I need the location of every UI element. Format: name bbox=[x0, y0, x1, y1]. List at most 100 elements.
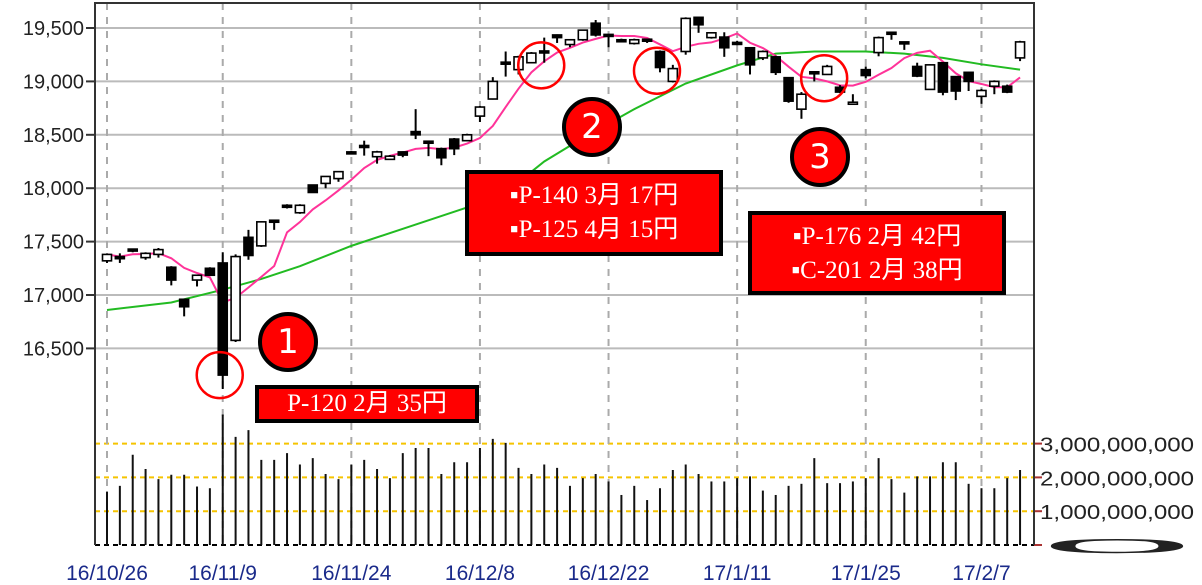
annotation-circle bbox=[516, 41, 566, 90]
candle-down bbox=[127, 248, 139, 252]
annotation-box-3: ▪P-176 2月 42円 ▪C-201 2月 38円 bbox=[748, 211, 1006, 295]
candle-down bbox=[603, 33, 614, 38]
price-tick-label: 19,500 bbox=[23, 18, 84, 40]
volume-tick-label: 2,000,000,000 bbox=[1040, 468, 1194, 490]
candle-down bbox=[744, 46, 756, 66]
volume-bars bbox=[106, 414, 1022, 545]
candle-down bbox=[911, 65, 923, 77]
annotation-marker-3: 3 bbox=[790, 127, 850, 187]
candle-down bbox=[860, 68, 872, 77]
candle-up bbox=[140, 252, 151, 259]
candle-up bbox=[757, 50, 769, 59]
date-tick-label: 16/11/24 bbox=[311, 562, 392, 585]
price-tick-label: 19,000 bbox=[23, 71, 84, 93]
candle-up bbox=[989, 80, 1000, 88]
candle-down bbox=[500, 61, 511, 65]
annotation-text: P-120 2月 35円 bbox=[287, 390, 447, 417]
candle-up bbox=[667, 67, 679, 83]
candle-up bbox=[564, 38, 576, 46]
candle-down bbox=[693, 16, 704, 26]
candle-up bbox=[821, 65, 833, 76]
candle-down bbox=[590, 22, 601, 36]
date-tick-label: 16/11/9 bbox=[188, 562, 257, 585]
candle-up bbox=[577, 29, 589, 41]
candle-up bbox=[628, 38, 640, 45]
candle-down bbox=[886, 31, 897, 36]
candle-up bbox=[873, 36, 884, 54]
candle-down bbox=[178, 298, 190, 308]
candle-down bbox=[538, 50, 550, 54]
candle-up bbox=[371, 151, 383, 158]
candle-up bbox=[191, 274, 203, 281]
candle-up bbox=[847, 101, 859, 106]
volume-tick-label: 3,000,000,000 bbox=[1040, 435, 1194, 457]
candle-down bbox=[783, 76, 794, 102]
candle-down bbox=[243, 236, 254, 257]
candle-up bbox=[256, 221, 267, 247]
candle-down bbox=[307, 184, 319, 194]
candle-down bbox=[808, 70, 820, 75]
date-tick-label: 17/1/11 bbox=[703, 562, 772, 585]
price-tick-label: 17,500 bbox=[23, 232, 84, 254]
price-tick-label: 18,500 bbox=[23, 125, 84, 147]
annotation-circle bbox=[632, 46, 682, 95]
date-tick-label: 17/2/7 bbox=[952, 562, 1010, 585]
candle-down bbox=[963, 71, 974, 83]
candle-down bbox=[281, 204, 293, 209]
candle-down bbox=[1001, 85, 1013, 93]
volume-tick-label: 1,000,000,000 bbox=[1040, 502, 1194, 524]
candle-down bbox=[166, 266, 177, 281]
annotation-text: ▪P-125 4月 15円 bbox=[509, 216, 679, 243]
candle-down bbox=[448, 138, 460, 150]
candle-up bbox=[706, 32, 717, 39]
candle-up bbox=[526, 52, 537, 64]
annotation-text: ▪P-176 2月 42円 bbox=[792, 223, 962, 250]
plot-frame bbox=[94, 2, 1035, 545]
date-tick-label: 17/1/25 bbox=[831, 562, 901, 585]
annotation-circle bbox=[195, 350, 244, 400]
candle-down bbox=[551, 34, 563, 39]
candle-down bbox=[899, 41, 910, 45]
candle-down bbox=[358, 144, 370, 149]
annotation-marker-2: 2 bbox=[562, 97, 622, 157]
date-tick-label: 16/12/22 bbox=[568, 562, 650, 585]
candle-up bbox=[680, 17, 692, 53]
candle-down bbox=[436, 147, 447, 159]
price-tick-label: 17,000 bbox=[23, 285, 84, 307]
candle-down bbox=[937, 61, 949, 93]
candle-up bbox=[474, 106, 486, 117]
candle-down bbox=[397, 151, 409, 156]
candle-down bbox=[423, 140, 434, 145]
candle-up bbox=[1014, 41, 1026, 59]
candle-up bbox=[487, 80, 499, 100]
volume-tick-label: 0 bbox=[1040, 536, 1194, 558]
candle-down bbox=[268, 219, 280, 224]
candle-down bbox=[641, 38, 653, 43]
candle-up bbox=[153, 248, 164, 256]
candle-up bbox=[230, 255, 241, 342]
candle-down bbox=[410, 130, 421, 136]
candle-down bbox=[217, 262, 229, 376]
candle-up bbox=[320, 175, 331, 185]
candle-down bbox=[204, 267, 216, 277]
annotation-circle bbox=[799, 53, 849, 103]
candle-up bbox=[976, 89, 987, 98]
candle-down bbox=[731, 41, 743, 46]
candle-down bbox=[950, 75, 962, 92]
annotation-circles bbox=[195, 41, 849, 400]
candle-down bbox=[654, 50, 666, 69]
annotation-text: ▪P-140 3月 17円 bbox=[509, 182, 679, 209]
candle-down bbox=[718, 36, 730, 49]
candle-up bbox=[294, 204, 306, 214]
annotation-box-1: P-120 2月 35円 bbox=[255, 385, 479, 423]
price-tick-label: 18,000 bbox=[23, 178, 84, 200]
candle-up bbox=[924, 64, 936, 91]
candle-down bbox=[616, 38, 627, 43]
candle-up bbox=[384, 155, 396, 161]
candle-up bbox=[461, 134, 473, 142]
ma-short-line bbox=[106, 32, 1021, 304]
candle-down bbox=[346, 151, 357, 155]
axes: 19,500 19,000 18,500 18,000 17,500 17,000 16,5… bbox=[23, 2, 1194, 585]
candle-down bbox=[770, 56, 782, 74]
